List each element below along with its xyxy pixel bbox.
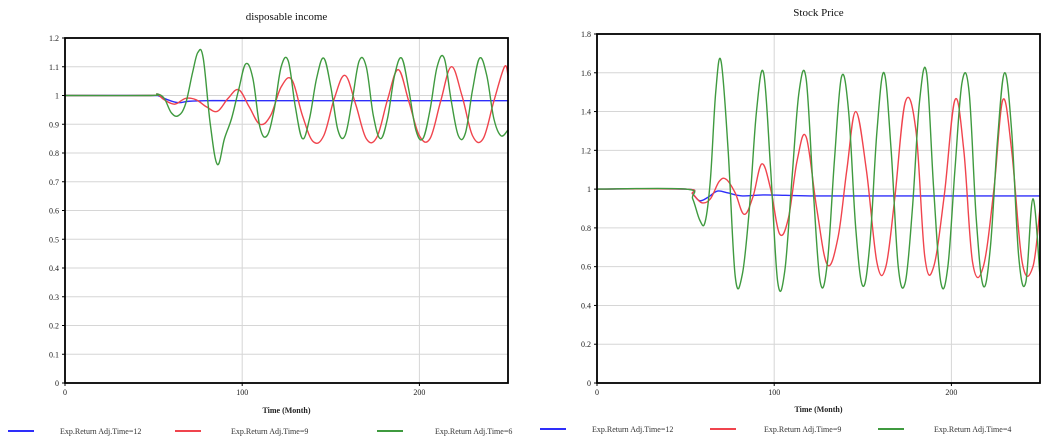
y-tick-label: 0.2 bbox=[581, 340, 591, 349]
x-tick-label: 0 bbox=[63, 388, 67, 397]
y-tick-label: 0.8 bbox=[581, 224, 591, 233]
y-tick-label: 0.7 bbox=[49, 178, 59, 187]
x-tick-label: 0 bbox=[595, 388, 599, 397]
y-tick-label: 0.3 bbox=[49, 293, 59, 302]
chart-2: 0 0.2 0.4 0.6 0.8 1 1.2 1.4 1.6 1.8 0 100 200 Stock P… bbox=[540, 7, 1041, 434]
series-line-2 bbox=[597, 96, 1040, 279]
series-line-2 bbox=[65, 65, 508, 145]
y-tick-label: 0.2 bbox=[49, 322, 59, 331]
y-tick-label: 0 bbox=[587, 379, 591, 388]
y-tick-label: 1 bbox=[55, 92, 59, 101]
y-tick-label: 1.6 bbox=[581, 69, 591, 78]
legend-label: Exp.Return Adj.Time=4 bbox=[934, 425, 1011, 434]
y-tick-label: 0.4 bbox=[49, 264, 59, 273]
y-tick-label: 0 bbox=[55, 379, 59, 388]
y-tick-label: 1.1 bbox=[49, 63, 59, 72]
series-line-3 bbox=[65, 48, 508, 166]
x-tick-label: 100 bbox=[768, 388, 780, 397]
y-tick-label: 1.8 bbox=[581, 30, 591, 39]
y-tick-label: 1.2 bbox=[581, 146, 591, 155]
chart-title: Stock Price bbox=[793, 7, 844, 19]
legend: Exp.Return Adj.Time=12 Exp.Return Adj.Tim… bbox=[8, 427, 512, 436]
y-tick-label: 0.5 bbox=[49, 235, 59, 244]
y-tick-label: 1 bbox=[587, 185, 591, 194]
plot-frame bbox=[596, 33, 1041, 384]
x-tick-label: 200 bbox=[413, 388, 425, 397]
legend-label: Exp.Return Adj.Time=12 bbox=[60, 427, 141, 436]
y-tick-label: 0.6 bbox=[581, 263, 591, 272]
legend-label: Exp.Return Adj.Time=9 bbox=[231, 427, 308, 436]
y-tick-label: 1.2 bbox=[49, 34, 59, 43]
legend-label: Exp.Return Adj.Time=6 bbox=[435, 427, 512, 436]
x-tick-label: 200 bbox=[945, 388, 957, 397]
series-line-3 bbox=[597, 57, 1040, 293]
x-axis-label: Time (Month) bbox=[794, 405, 842, 414]
y-tick-label: 0.9 bbox=[49, 120, 59, 129]
y-tick-label: 0.6 bbox=[49, 207, 59, 216]
chart-title: disposable income bbox=[246, 11, 328, 23]
y-tick-label: 1.4 bbox=[581, 108, 591, 117]
legend-label: Exp.Return Adj.Time=9 bbox=[764, 425, 841, 434]
chart-1: 0 0.1 0.2 0.3 0.4 0.5 0.6 0.7 0.8 0.9 1 1.1 1.2 0 100 2… bbox=[8, 11, 512, 436]
x-axis-label: Time (Month) bbox=[262, 406, 310, 415]
legend: Exp.Return Adj.Time=12 Exp.Return Adj.Tim… bbox=[540, 425, 1011, 434]
y-tick-label: 0.4 bbox=[581, 301, 591, 310]
x-tick-label: 100 bbox=[236, 388, 248, 397]
series-line-1 bbox=[597, 188, 1040, 202]
legend-label: Exp.Return Adj.Time=12 bbox=[592, 425, 673, 434]
y-tick-label: 0.1 bbox=[49, 350, 59, 359]
y-tick-label: 0.8 bbox=[49, 149, 59, 158]
